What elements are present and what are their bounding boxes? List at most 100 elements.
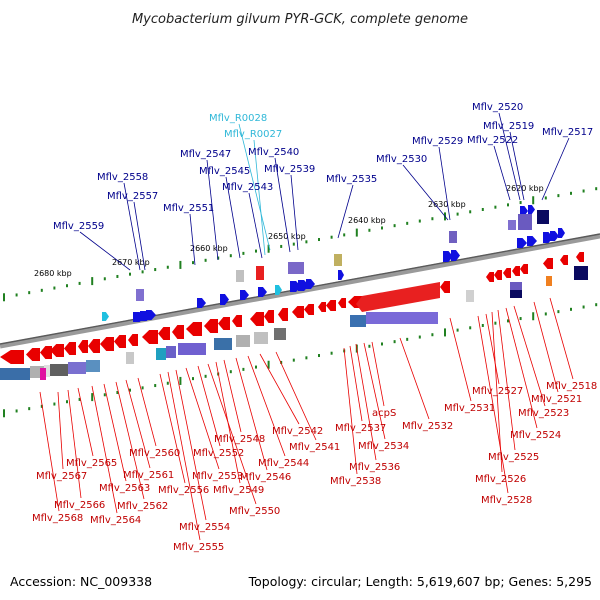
gene-label: Mflv_2527 (472, 386, 523, 397)
reverse-gene-arrow (64, 342, 76, 355)
reverse-gene-arrow (338, 298, 346, 308)
tick-mark (116, 390, 119, 394)
gene-label: Mflv_2542 (272, 426, 323, 437)
shaded-gene-box (449, 231, 457, 243)
gene-label: Mflv_2529 (412, 136, 463, 147)
tick-mark (28, 291, 31, 295)
tick-mark (544, 196, 547, 200)
gene-label: Mflv_2562 (117, 501, 168, 512)
reverse-gene-arrow (326, 300, 336, 311)
shaded-gene-box (236, 270, 244, 282)
leader-line (235, 357, 268, 471)
reverse-gene-arrow (158, 327, 170, 340)
tick-mark (280, 360, 283, 364)
gene-label: acpS (372, 408, 396, 419)
shaded-gene-box (256, 266, 264, 280)
tick-mark (78, 281, 81, 285)
reverse-gene-block (356, 282, 440, 312)
leader-line (79, 231, 131, 271)
forward-gene-arrow (517, 238, 527, 248)
reverse-gene-arrow (218, 317, 230, 330)
reverse-gene-arrow (304, 304, 314, 315)
gene-label: Mflv_2520 (472, 102, 523, 113)
shaded-gene-box (156, 348, 166, 360)
leader-line (259, 353, 300, 425)
gene-label: Mflv_2554 (179, 522, 230, 533)
tick-mark (3, 409, 5, 418)
leader-line (274, 157, 291, 253)
reverse-gene-arrow (88, 339, 100, 353)
gene-label: Mflv_2532 (402, 421, 453, 432)
leader-line (363, 342, 386, 440)
reverse-gene-arrow (204, 319, 218, 333)
leader-line (498, 112, 521, 201)
gene-label: Mflv_2550 (229, 506, 280, 517)
tick-mark (40, 288, 43, 292)
reverse-gene-arrow (264, 310, 274, 323)
tick-mark (53, 286, 56, 290)
leader-line (189, 213, 196, 266)
forward-gene-arrow (550, 231, 559, 241)
leader-line (167, 371, 201, 541)
tick-mark (229, 370, 232, 374)
reverse-gene-arrow (186, 322, 202, 336)
leader-line (39, 391, 60, 512)
tick-mark (192, 377, 194, 381)
reverse-gene-arrow (100, 337, 114, 351)
reverse-gene-arrow (560, 255, 568, 265)
tick-mark (444, 328, 446, 337)
tick-mark (582, 305, 585, 309)
tick-mark (66, 284, 68, 288)
gene-label: Mflv_2540 (248, 147, 299, 158)
tick-mark (368, 228, 371, 232)
tick-mark (204, 374, 207, 378)
leader-line (159, 373, 186, 484)
leader-line (402, 164, 449, 221)
tick-mark (355, 228, 358, 237)
leader-line (505, 307, 538, 429)
leader-line (533, 301, 559, 393)
gene-label: Mflv_2525 (488, 452, 539, 463)
gene-label: Mflv_2563 (99, 483, 150, 494)
shaded-gene-box (178, 343, 206, 355)
leader-line (225, 176, 241, 259)
shaded-gene-box (214, 338, 232, 350)
leader-line (57, 391, 64, 470)
reverse-gene-arrow (486, 272, 494, 282)
gene-label: Mflv_2568 (32, 513, 83, 524)
reverse-gene-arrow (232, 315, 242, 327)
leader-line (497, 309, 516, 451)
tick-mark (292, 242, 295, 246)
tick-mark (141, 386, 144, 390)
kbp-label: 2670 kbp (112, 258, 150, 267)
gene-label: Mflv_2566 (54, 500, 105, 511)
tick-mark (204, 258, 207, 262)
tick-mark (431, 333, 434, 337)
gene-label: Mflv_2518 (546, 381, 597, 392)
map-title: Mycobacterium gilvum PYR-GCK, complete g… (132, 12, 468, 27)
leader-line (449, 317, 472, 402)
shaded-gene-box (136, 289, 144, 301)
shaded-gene-box (40, 368, 46, 380)
tick-mark (280, 244, 283, 248)
tick-mark (469, 210, 472, 214)
shaded-gene-box (254, 332, 268, 344)
tick-mark (217, 256, 220, 260)
tick-mark (255, 365, 257, 369)
shaded-gene-box (334, 254, 342, 266)
reverse-gene-arrow (292, 306, 304, 318)
tick-mark (229, 254, 232, 258)
tick-mark (494, 321, 497, 325)
gene-label: Mflv_2534 (358, 441, 409, 452)
leader-line (491, 311, 503, 473)
shaded-gene-box (350, 315, 366, 327)
tick-mark (595, 187, 598, 191)
tick-mark (103, 277, 106, 281)
tick-mark (255, 249, 257, 253)
tick-mark (481, 207, 484, 211)
shaded-gene-box (0, 368, 30, 380)
leader-line (67, 389, 82, 499)
tick-mark (267, 360, 270, 369)
gene-label: Mflv_2565 (66, 458, 117, 469)
forward-gene-arrow (527, 236, 537, 246)
